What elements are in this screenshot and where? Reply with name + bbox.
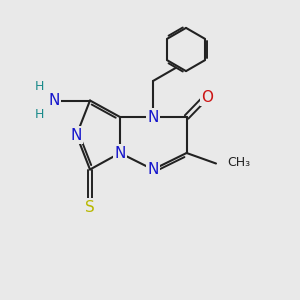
Text: H: H [34,107,44,121]
Text: H: H [34,80,44,94]
Text: N: N [71,128,82,142]
Text: N: N [147,162,159,177]
Text: CH₃: CH₃ [227,155,250,169]
Text: N: N [147,110,159,124]
Text: N: N [114,146,126,160]
Text: N: N [48,93,60,108]
Text: S: S [85,200,95,214]
Text: O: O [201,90,213,105]
